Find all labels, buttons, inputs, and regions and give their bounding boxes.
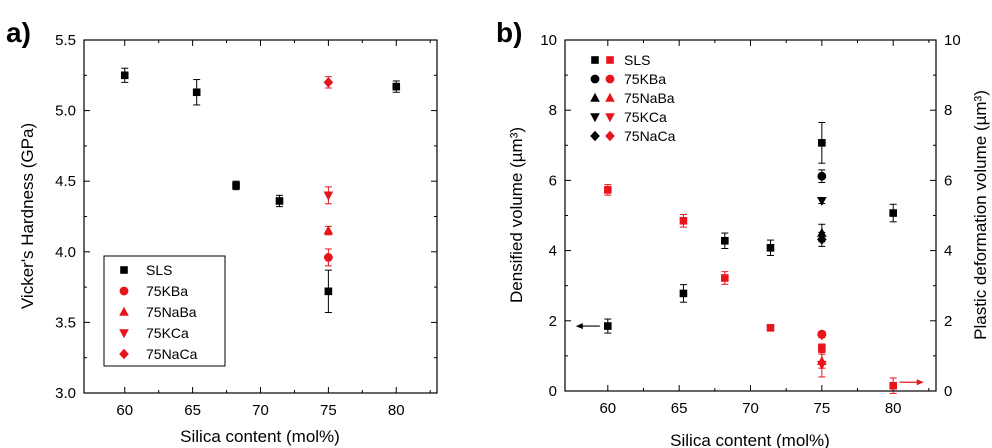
data-point-sls-left (766, 243, 775, 252)
data-point-sls (232, 181, 240, 190)
x-tick-label: 65 (671, 400, 688, 417)
legend-marker-sls-left (591, 56, 599, 64)
legend-marker-75kba (119, 286, 129, 296)
data-point-sls-right (721, 274, 729, 282)
panel-a-plot-frame (83, 39, 438, 394)
data-point-sls-left (889, 209, 897, 217)
data-point-75kca (323, 191, 334, 201)
axis-pointer-arrow-left (575, 323, 600, 330)
data-point-75naba (323, 225, 334, 235)
y-tick-label: 8 (549, 102, 557, 119)
data-point-sls-right (679, 216, 688, 225)
x-tick-label: 70 (742, 400, 759, 417)
y-tick-label: 3.5 (55, 314, 76, 331)
y-tick-label: 4.5 (55, 173, 76, 190)
legend-label-75kca: 75KCa (146, 325, 189, 341)
y2-tick-label: 6 (944, 172, 952, 189)
data-point-sls-right (889, 381, 897, 390)
legend-label-75kca: 75KCa (624, 109, 667, 125)
panel-a-label: a) (6, 17, 31, 48)
legend-label-sls: SLS (624, 52, 650, 68)
y2-tick-label: 10 (944, 32, 961, 49)
axis-pointer-arrow-right (899, 379, 924, 386)
legend-marker-75naba (119, 306, 129, 316)
panel-a-x-axis-label: Silica content (mol%) (180, 427, 340, 446)
y2-tick-label: 4 (944, 243, 952, 260)
data-point-sls (192, 88, 201, 97)
x-tick-label: 65 (184, 402, 201, 419)
legend-label-sls: SLS (146, 262, 172, 278)
data-point-sls-right (818, 344, 826, 352)
panel-b-y2-axis-label: Plastic deformation volume (µm³) (971, 90, 990, 340)
legend-marker-75kba-right (605, 74, 615, 84)
data-point-sls-left (818, 139, 826, 147)
legend-marker-75kca-left (590, 113, 600, 123)
panel-b-y-axis-label: Densified volume (µm³) (507, 127, 526, 303)
data-point-sls-left (721, 236, 729, 245)
y-tick-label: 2 (549, 313, 557, 330)
x-tick-label: 80 (885, 400, 902, 417)
legend-label-75kba: 75KBa (624, 71, 666, 87)
data-point-sls-right (766, 324, 775, 332)
y-tick-label: 3.0 (55, 385, 76, 402)
x-tick-label: 60 (116, 402, 133, 419)
x-tick-label: 60 (599, 400, 616, 417)
legend-label-75kba: 75KBa (146, 283, 188, 299)
legend-marker-75naca-right (605, 130, 615, 142)
legend-marker-sls-right (606, 56, 614, 64)
data-point-75kba (323, 253, 333, 262)
legend-marker-sls (120, 266, 128, 274)
data-point-sls-left (679, 289, 688, 298)
data-point-75naca-right (817, 329, 827, 341)
legend-marker-75kba-left (590, 74, 600, 84)
panel-a: a) 60 65 70 75 80 3.0 3.5 4.0 4.5 5.0 5.5 Silica c… (6, 17, 438, 446)
legend-marker-75kca-right (605, 113, 615, 123)
x-tick-label: 80 (388, 402, 405, 419)
data-point-sls-left (604, 322, 612, 330)
data-point-sls (392, 82, 401, 91)
x-tick-label: 70 (252, 402, 269, 419)
panel-b: b) 60 65 70 75 80 0 0 2 2 4 4 6 6 8 8 10 10 Silica conte… (496, 17, 990, 448)
panel-b-label: b) (496, 17, 522, 48)
data-point-sls (275, 197, 284, 205)
data-point-sls-right (604, 186, 612, 194)
y-tick-label: 6 (549, 172, 557, 189)
data-point-sls (120, 71, 129, 80)
panel-b-plot-frame (564, 39, 937, 392)
y-tick-label: 4.0 (55, 244, 76, 261)
legend-marker-75naca-left (590, 130, 600, 142)
legend-marker-75naba-left (590, 92, 600, 102)
y-tick-label: 0 (549, 383, 557, 400)
y-tick-label: 10 (540, 32, 557, 49)
data-point-75naca-left (817, 234, 827, 245)
x-tick-label: 75 (814, 400, 831, 417)
data-point-75naca (323, 77, 334, 88)
legend-marker-75naba-right (605, 92, 615, 102)
data-point-sls (324, 287, 333, 296)
y2-tick-label: 2 (944, 313, 952, 330)
legend-label-75naca: 75NaCa (624, 128, 676, 144)
legend-label-75naba: 75NaBa (146, 304, 197, 320)
legend-marker-75kca (119, 329, 129, 339)
panel-a-y-axis-label: Vicker's Hardness (GPa) (18, 123, 37, 309)
x-tick-label: 75 (320, 402, 337, 419)
data-point-75kca-left (817, 196, 827, 207)
y-tick-label: 5.5 (55, 32, 76, 49)
y-tick-label: 5.0 (55, 103, 76, 120)
y-tick-label: 4 (549, 243, 557, 260)
legend-label-75naba: 75NaBa (624, 90, 675, 106)
panel-b-x-axis-label: Silica content (mol%) (670, 431, 830, 448)
legend-label-75naca: 75NaCa (146, 346, 198, 362)
data-point-75kba-left (817, 171, 827, 181)
y2-tick-label: 8 (944, 102, 952, 119)
legend-marker-75naca (119, 348, 129, 360)
y2-tick-label: 0 (944, 383, 952, 400)
data-point-75kca-right (817, 360, 827, 370)
